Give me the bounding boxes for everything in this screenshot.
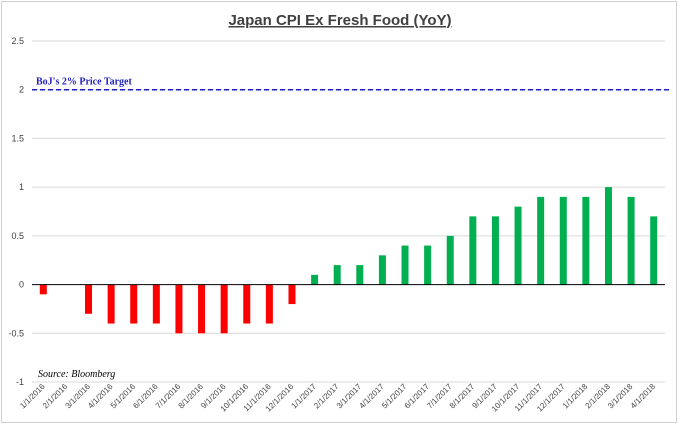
bar [446,235,454,285]
bar [469,216,477,285]
bar [356,265,364,285]
bar [152,284,160,324]
bar [130,284,138,324]
grid-lines [32,40,665,383]
bar [627,196,635,285]
bar [198,284,206,334]
bar [107,284,115,324]
y-tick-label: 1.5 [11,133,24,143]
bar [559,196,567,285]
y-tick-label: -1 [16,377,24,387]
chart-title: Japan CPI Ex Fresh Food (YoY) [228,12,451,29]
bar [333,265,341,285]
bars [39,187,658,334]
bar [424,245,432,285]
bar [401,245,409,285]
y-tick-label: 2.5 [11,36,24,46]
y-tick-label: 1 [19,182,24,192]
bar [175,284,183,334]
y-axis-ticks: 2.5 2 1.5 1 0.5 0 -0.5 -1 [8,36,24,387]
bar [265,284,273,324]
y-tick-label: 0 [19,280,24,290]
bar [650,216,658,285]
bar [220,284,228,334]
target-label: BoJ's 2% Price Target [36,77,132,88]
bar [39,284,47,295]
bar [582,196,590,285]
bar [514,206,522,285]
bar [491,216,499,285]
bar [288,284,296,305]
source-note: Source: Bloomberg [38,369,115,380]
bar [311,274,319,285]
bar [243,284,251,324]
x-tick-label: 4/1/2018 [629,382,658,411]
x-axis-ticks: 1/1/20162/1/20163/1/20164/1/20165/1/2016… [18,382,657,414]
bar [537,196,545,285]
y-tick-label: -0.5 [8,328,24,338]
y-tick-label: 0.5 [11,231,24,241]
bar [85,284,93,314]
bar [378,255,386,285]
bar [604,187,612,285]
y-tick-label: 2 [19,85,24,95]
